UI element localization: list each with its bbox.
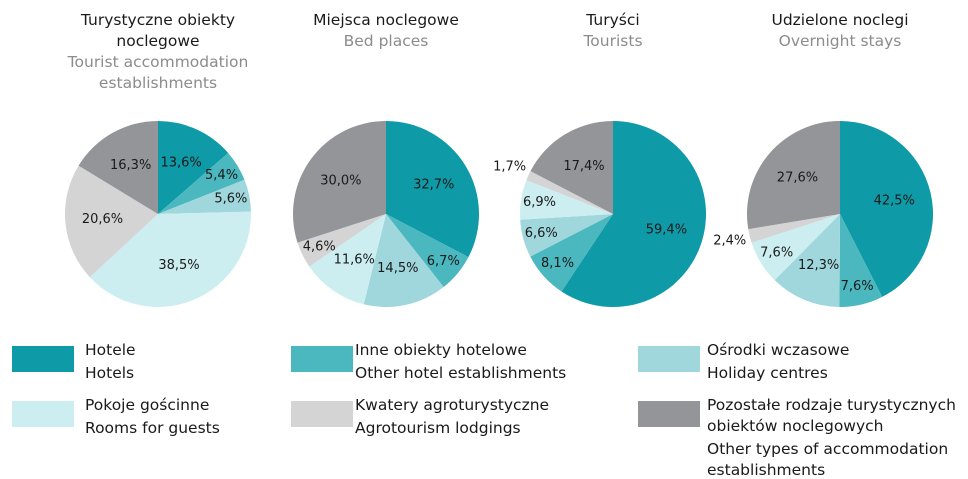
- legend-sublabel: Rooms for guests: [85, 419, 220, 437]
- data-label: 14,5%: [377, 261, 418, 276]
- legend-swatch: [638, 346, 700, 372]
- pie-slice: [520, 180, 613, 220]
- data-label: 2,4%: [713, 233, 746, 248]
- chart-subtitle: Tourists: [583, 32, 643, 50]
- data-label: 6,9%: [523, 195, 556, 210]
- data-label: 1,7%: [493, 160, 526, 175]
- data-label: 13,6%: [160, 156, 201, 171]
- pie-slice: [363, 214, 444, 307]
- chart-subtitle: Bed places: [343, 32, 429, 50]
- pie-slice: [89, 211, 251, 307]
- pie-slice: [526, 171, 613, 214]
- pie-slice: [386, 214, 469, 287]
- data-label: 8,1%: [541, 256, 574, 271]
- legend-sublabel: Other types of accommodation establishme…: [707, 440, 949, 479]
- chart-subtitle: Overnight stays: [778, 32, 902, 50]
- legend-label: Pokoje gościnne: [85, 396, 210, 414]
- chart-title: Miejsca noclegowe: [313, 11, 459, 29]
- pie-slice: [65, 165, 158, 278]
- legend-swatch: [291, 401, 353, 427]
- pie-slice: [747, 121, 840, 230]
- pie-slice: [292, 121, 386, 243]
- legend-sublabel: Other hotel establishments: [355, 364, 567, 382]
- data-label: 27,6%: [777, 170, 818, 185]
- legend-label: Kwatery agroturystyczne: [355, 396, 550, 414]
- legend-swatch: [12, 346, 74, 372]
- legend-label: Pozostałe rodzaje turystycznych obiektów…: [707, 396, 956, 435]
- pie-slice: [839, 214, 883, 308]
- legend-swatch: [638, 401, 700, 427]
- pie-slice: [78, 121, 158, 214]
- data-label: 20,6%: [82, 212, 123, 227]
- data-label: 6,6%: [525, 226, 558, 241]
- pie-slice: [309, 214, 386, 305]
- data-label: 7,6%: [760, 246, 793, 261]
- legend-sublabel: Hotels: [85, 364, 135, 382]
- data-label: 38,5%: [158, 258, 199, 273]
- chart-title: Turyści: [586, 11, 640, 29]
- pie-slice: [561, 121, 706, 307]
- pie-slice: [530, 214, 613, 292]
- data-label: 6,7%: [427, 254, 460, 269]
- legend-sublabel: Holiday centres: [707, 364, 828, 382]
- data-label: 32,7%: [413, 178, 454, 193]
- data-label: 16,3%: [110, 158, 151, 173]
- legend-label: Ośrodki wczasowe: [707, 341, 850, 359]
- pie-slice: [386, 121, 479, 258]
- chart-subtitle: Tourist accommodation establishments: [67, 53, 249, 92]
- pie-slice: [774, 214, 840, 307]
- data-label: 7,6%: [841, 279, 874, 294]
- pie-slice: [158, 152, 245, 214]
- legend-label: Inne obiekty hotelowe: [355, 341, 527, 359]
- chart-title: Udzielone noclegi: [771, 11, 909, 29]
- pie-slice: [158, 121, 229, 214]
- data-label: 11,6%: [334, 252, 375, 267]
- data-label: 12,3%: [798, 258, 839, 273]
- legend-swatch: [12, 401, 74, 427]
- legend-sublabel: Agrotourism lodgings: [355, 419, 521, 437]
- data-label: 30,0%: [320, 174, 361, 189]
- legend-label: Hotele: [85, 341, 136, 359]
- pie-slice: [158, 179, 251, 214]
- pie-slice: [751, 214, 840, 281]
- legend-swatch: [291, 346, 353, 372]
- pie-slice: [520, 214, 613, 257]
- data-label: 5,4%: [205, 168, 238, 183]
- data-label: 42,5%: [874, 193, 915, 208]
- data-label: 17,4%: [563, 159, 604, 174]
- pie-slice: [530, 121, 613, 214]
- pie-slice: [840, 121, 934, 297]
- data-label: 59,4%: [646, 223, 687, 238]
- chart-title: Turystyczne obiekty noclegowe: [80, 11, 236, 50]
- pie-slice: [297, 214, 386, 267]
- data-label: 5,6%: [214, 192, 247, 207]
- data-label: 4,6%: [303, 239, 336, 254]
- pie-slice: [748, 214, 840, 243]
